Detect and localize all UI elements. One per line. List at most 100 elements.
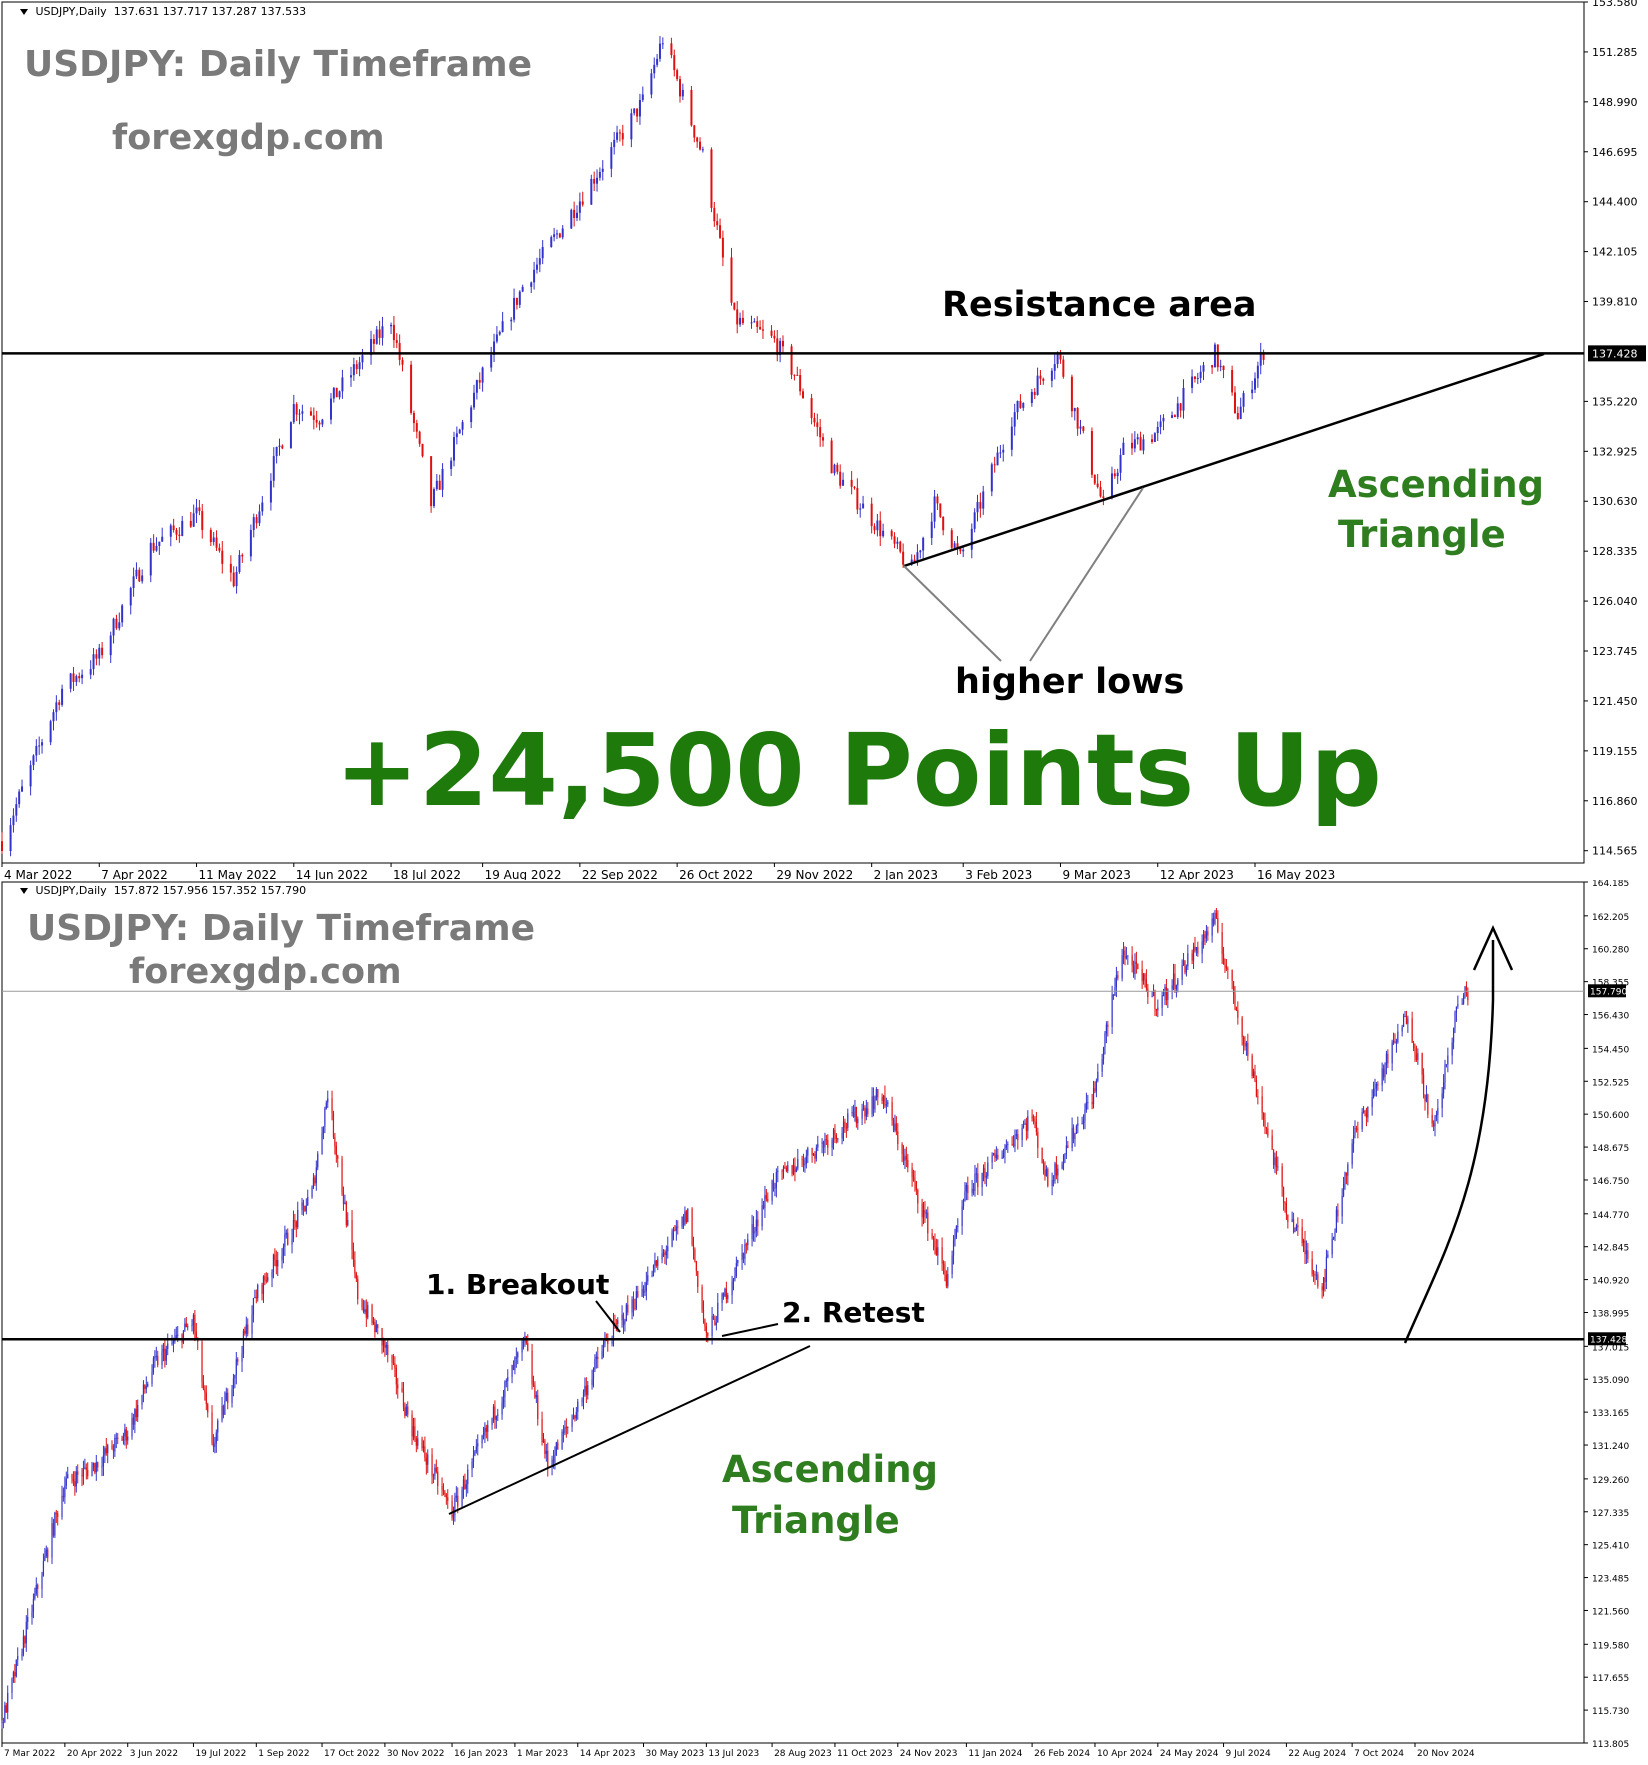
- candle-body: [1182, 387, 1185, 411]
- candle-body: [461, 422, 464, 430]
- projection-arrow-icon: [1403, 940, 1495, 1344]
- candle-body: [41, 742, 44, 746]
- retest-label: 2. Retest: [782, 1296, 925, 1329]
- plot-frame: [1, 1, 1585, 864]
- candle-body: [937, 1247, 939, 1256]
- candle-body: [999, 452, 1002, 454]
- candle-body: [1355, 1128, 1358, 1130]
- candle-body: [134, 1409, 136, 1425]
- candle-body: [1324, 1277, 1326, 1283]
- candle-body: [1182, 960, 1185, 966]
- bottom-header-ohlc: 157.872 157.956 157.352 157.790: [113, 884, 307, 897]
- candle-body: [1041, 1147, 1043, 1163]
- candle-body: [825, 1139, 827, 1141]
- candle-body: [834, 1129, 836, 1136]
- candle-body: [555, 233, 558, 235]
- candle-body: [595, 1356, 597, 1359]
- candle-body: [441, 1486, 443, 1490]
- candle-body: [481, 367, 484, 383]
- candle-body: [77, 1471, 79, 1475]
- candle-body: [1341, 1196, 1343, 1217]
- y-tick-label: 138.995: [1592, 1310, 1629, 1320]
- candle-body: [201, 511, 204, 530]
- candle-body: [1107, 1024, 1109, 1027]
- candle-body: [1254, 378, 1256, 390]
- candle-body: [434, 1467, 436, 1476]
- x-tick-label: 24 May 2024: [1160, 1749, 1219, 1759]
- candle-body: [1302, 1240, 1305, 1243]
- dropdown-triangle-icon[interactable]: [20, 9, 28, 15]
- candle-body: [797, 1158, 799, 1169]
- candle-body: [1267, 1128, 1269, 1136]
- candle-body: [237, 1359, 239, 1362]
- candle-body: [1391, 1042, 1393, 1064]
- candle-body: [492, 1406, 495, 1419]
- candle-body: [1032, 1118, 1035, 1121]
- y-tick-label: 119.155: [1592, 745, 1638, 758]
- candle-body: [169, 525, 172, 537]
- candle-body: [324, 1108, 326, 1127]
- y-tick-label: 160.280: [1592, 946, 1629, 956]
- candle-body: [1105, 1024, 1107, 1034]
- candle-body: [939, 503, 942, 517]
- candle-body: [438, 480, 441, 490]
- dropdown-triangle-icon[interactable]: [20, 888, 28, 894]
- candle-body: [910, 559, 913, 565]
- candle-body: [181, 520, 184, 536]
- candle-body: [584, 1385, 586, 1393]
- candle-body: [1211, 365, 1214, 368]
- candle-body: [1457, 1004, 1459, 1007]
- candle-body: [351, 1219, 353, 1250]
- candle-body: [25, 1621, 27, 1644]
- y-tick-label: 135.220: [1592, 395, 1638, 408]
- candle-body: [51, 1523, 53, 1558]
- candle-body: [830, 440, 833, 474]
- candle-body: [1122, 442, 1125, 455]
- candle-body: [875, 1089, 877, 1100]
- candle-body: [45, 1549, 47, 1557]
- candle-body: [65, 1478, 67, 1486]
- candle-body: [215, 537, 218, 548]
- candle-body: [993, 464, 996, 466]
- candle-body: [498, 331, 501, 335]
- bottom-pattern-label-line2: Triangle: [732, 1499, 900, 1542]
- candle-body: [157, 1355, 159, 1366]
- candle-body: [467, 1469, 469, 1485]
- candle-body: [7, 1692, 9, 1713]
- y-tick-label: 158.355: [1592, 979, 1629, 989]
- candle-body: [564, 1427, 566, 1433]
- x-tick-label: 14 Apr 2023: [580, 1749, 636, 1759]
- candle-body: [1256, 365, 1259, 379]
- candle-body: [1115, 975, 1117, 988]
- candle-body: [575, 1411, 577, 1419]
- candle-body: [799, 375, 802, 392]
- candle-body: [814, 1154, 816, 1159]
- level-marker-label: 137.428: [1590, 1335, 1627, 1345]
- candle-body: [1142, 973, 1145, 981]
- candle-body: [1221, 932, 1223, 955]
- candle-body: [21, 786, 24, 792]
- candle-body: [654, 1260, 656, 1266]
- candle-body: [1441, 1093, 1443, 1109]
- candle-body: [152, 1358, 155, 1373]
- candle-body: [822, 437, 825, 441]
- candle-body: [1124, 950, 1126, 959]
- candle-body: [442, 1489, 445, 1492]
- candle-body: [734, 1276, 736, 1280]
- x-tick-label: 28 Aug 2023: [774, 1749, 832, 1759]
- x-tick-label: 19 Aug 2022: [485, 868, 562, 880]
- candle-body: [292, 1220, 295, 1239]
- candle-body: [827, 1139, 829, 1148]
- candle-body: [511, 1365, 513, 1377]
- candle-body: [422, 1446, 425, 1449]
- candle-body: [314, 1177, 316, 1184]
- candle-body: [524, 1336, 526, 1338]
- candle-body: [445, 1494, 447, 1498]
- candle-body: [1130, 442, 1133, 449]
- bottom-website-label: forexgdp.com: [129, 952, 402, 992]
- y-tick-label: 151.285: [1592, 46, 1638, 59]
- candle-body: [921, 1203, 923, 1218]
- candle-body: [1181, 965, 1183, 980]
- candle-body: [541, 247, 544, 259]
- candle-body: [1017, 1134, 1019, 1141]
